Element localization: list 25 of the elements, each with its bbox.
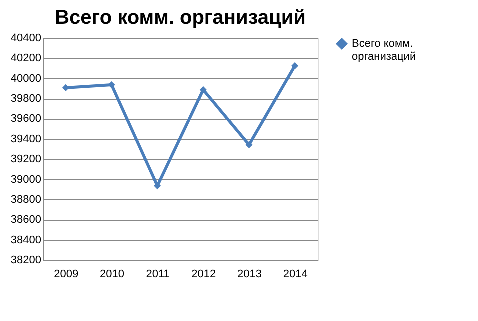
point [108,81,116,89]
y-tick-label: 40200 [10,52,42,65]
y-tick-label: 39400 [10,133,42,146]
legend-label: Всего комм. организаций [352,38,416,63]
y-tick-label: 40000 [10,72,42,85]
y-tick-label: 39800 [10,93,42,106]
y-tick-label: 38600 [10,214,42,226]
chart-title: Всего комм. организаций [55,7,306,29]
point [292,62,299,70]
x-tick-label: 2009 [54,268,79,280]
point [246,141,253,148]
x-tick-label: 2012 [192,268,216,280]
x-tick-label: 2013 [238,268,262,280]
y-tick-label: 39200 [10,154,42,166]
x-tick-label: 2011 [146,268,170,280]
y-tick-label: 38400 [10,234,42,246]
x-tick-label: 2010 [100,268,124,280]
y-tick-label: 40400 [10,32,42,44]
y-tick-label: 38200 [10,254,42,266]
point [62,84,70,92]
y-tick-label: 39000 [10,174,42,186]
y-tick-label: 39600 [10,113,42,126]
point [200,86,207,94]
y-tick-label: 38800 [10,194,42,206]
x-tick-label: 2014 [283,268,308,280]
